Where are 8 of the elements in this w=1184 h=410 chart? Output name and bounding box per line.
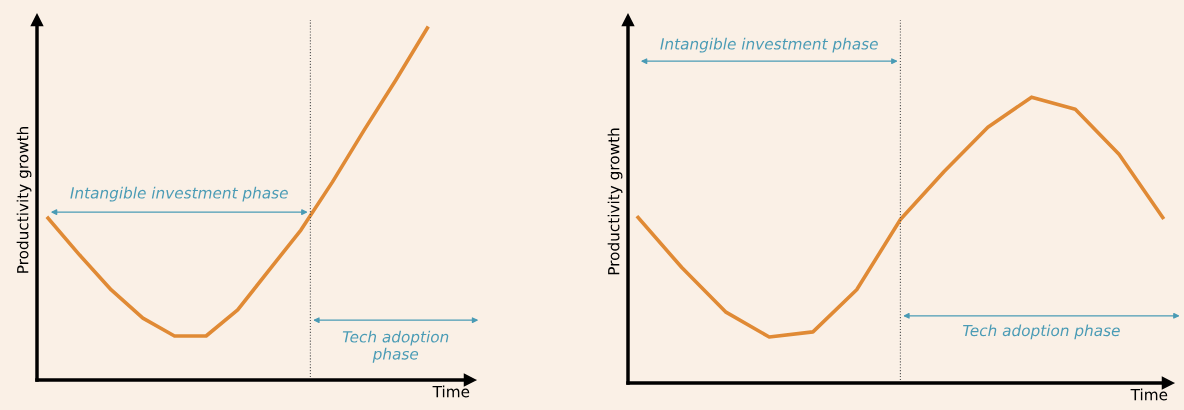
y-axis-title: Productivity growth xyxy=(16,127,32,273)
x-axis-title: Time xyxy=(1130,388,1168,401)
text: Intangible investment phase xyxy=(660,37,878,53)
y-axis-title: Productivity growth xyxy=(607,128,623,275)
x-axis-title: Time xyxy=(432,385,470,398)
annotation: Tech adoption phase xyxy=(342,330,449,363)
annotation: Tech adoption phase xyxy=(963,324,1120,340)
annotation: Intangible investment phase xyxy=(70,186,288,202)
